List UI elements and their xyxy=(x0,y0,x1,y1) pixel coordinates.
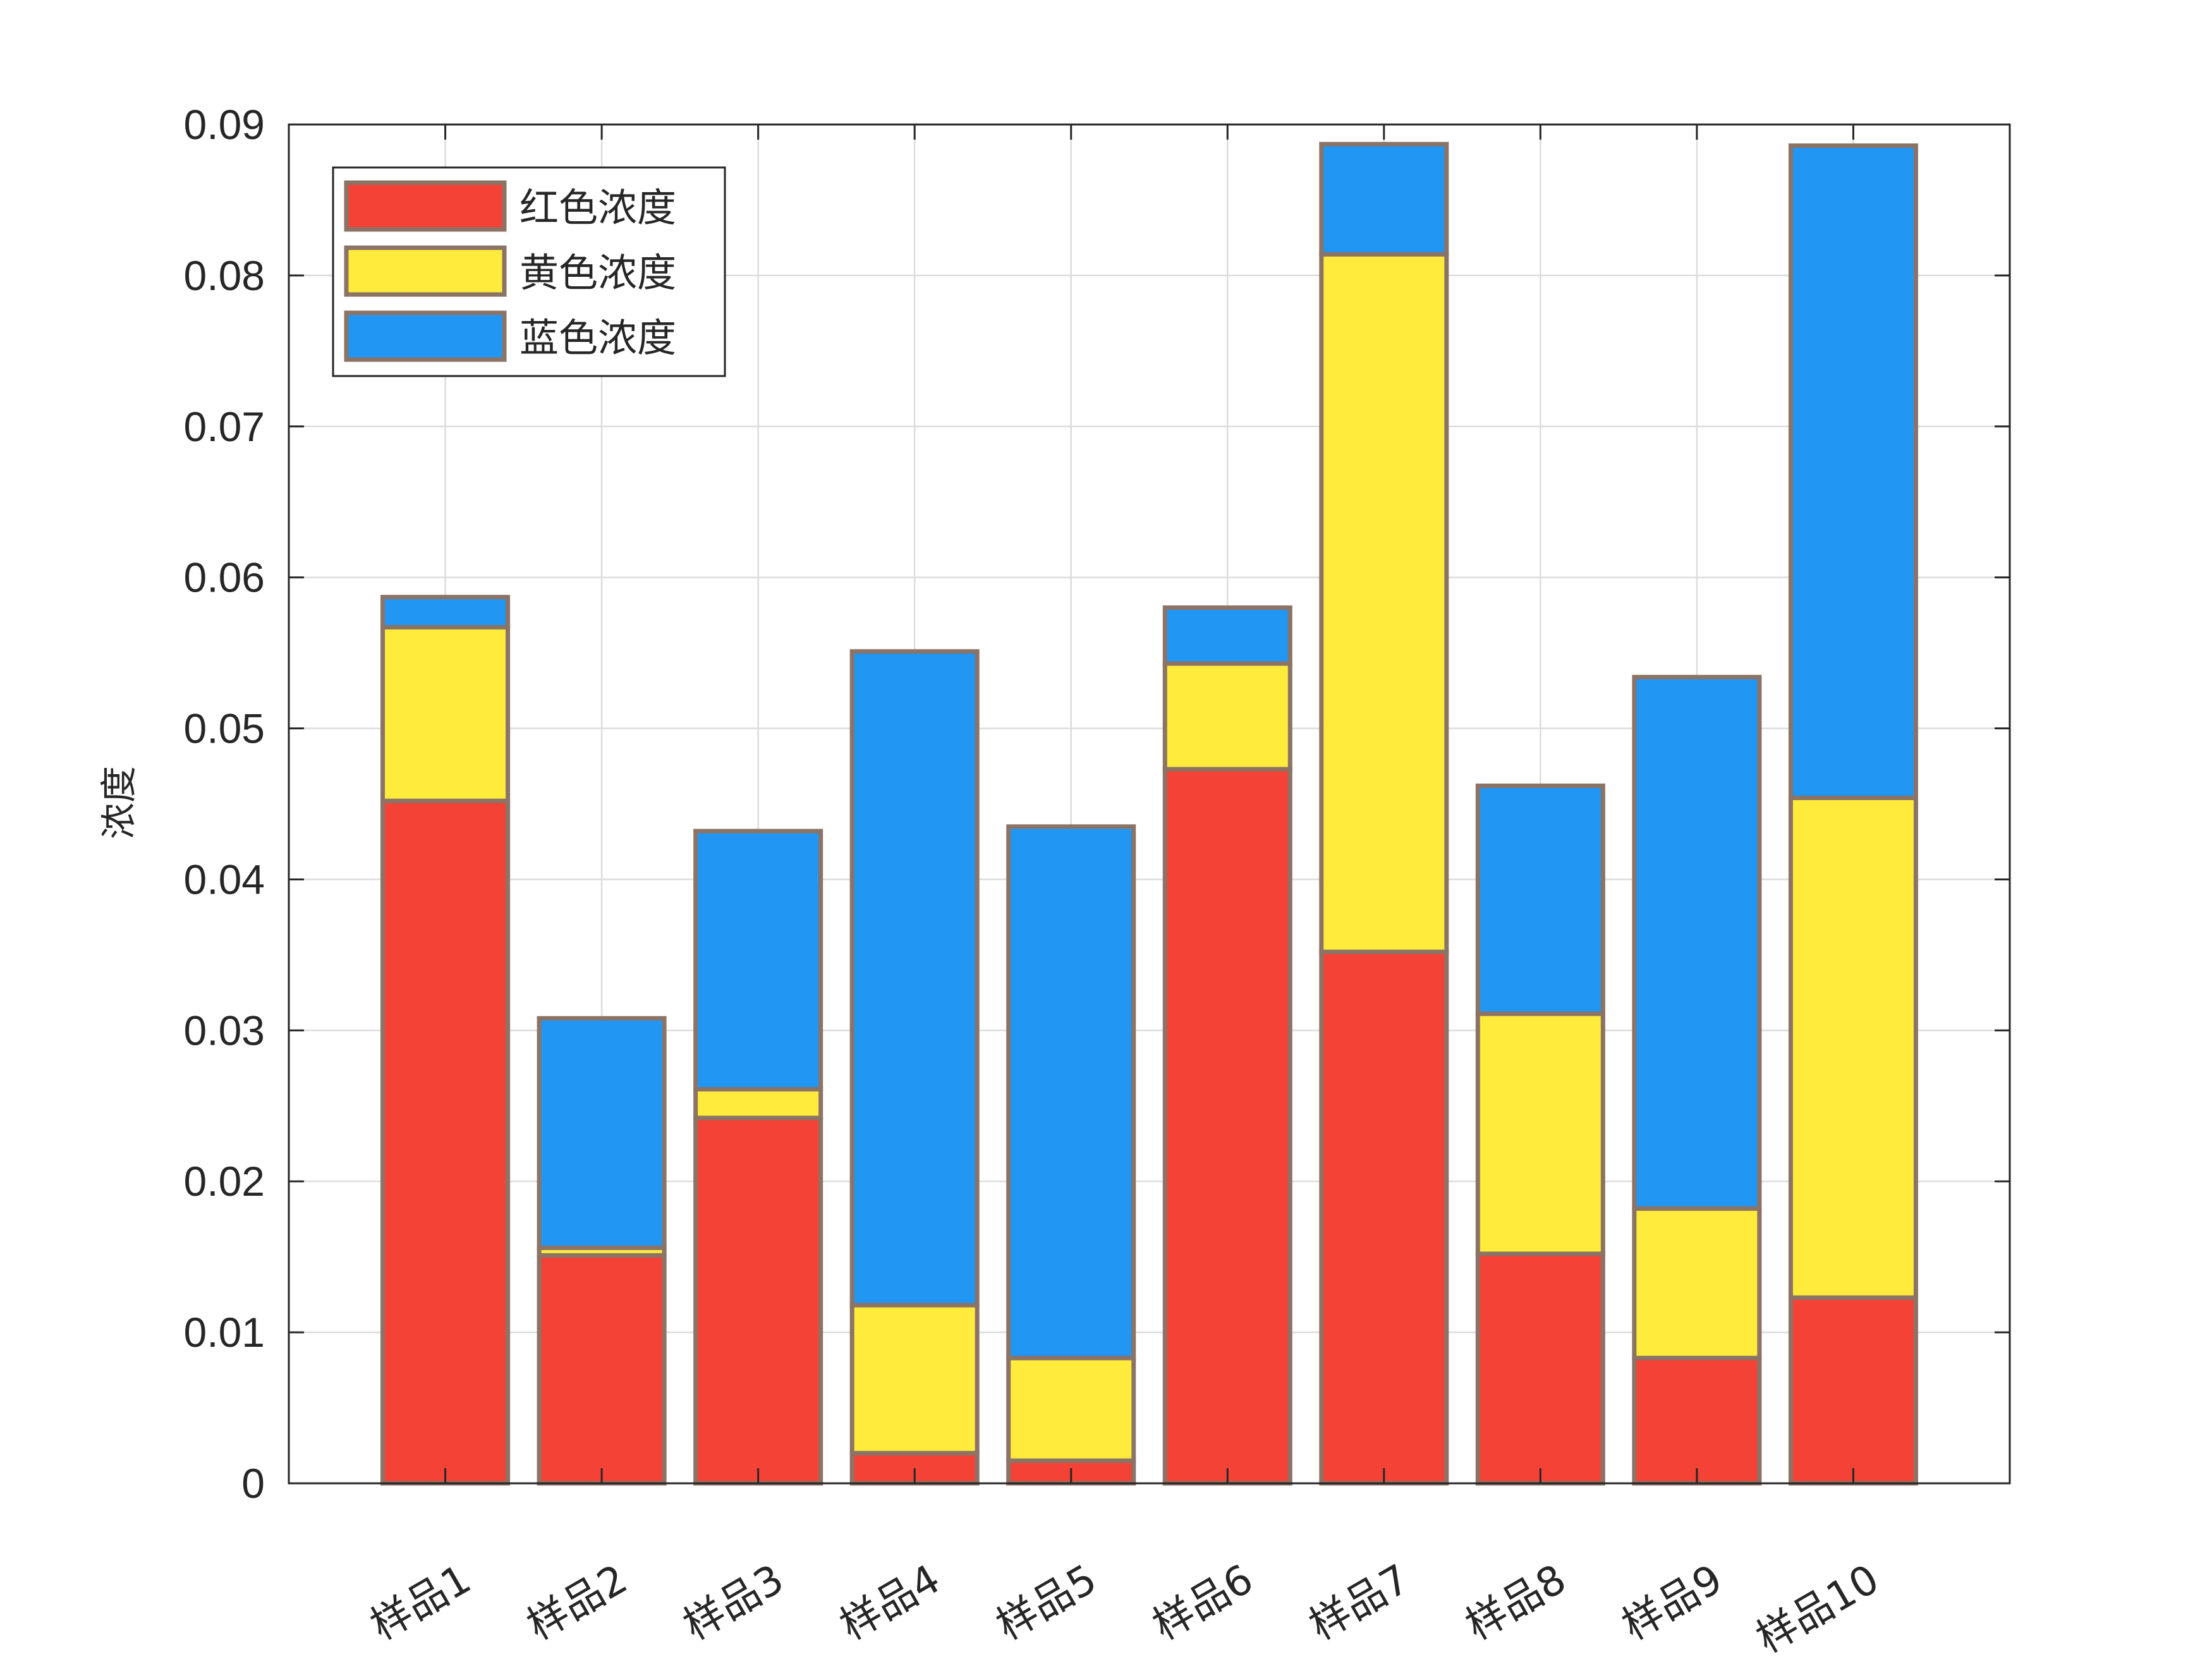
y-tick-label: 0.05 xyxy=(184,705,265,752)
legend: 红色浓度 黄色浓度 蓝色浓度 xyxy=(332,166,726,377)
bar-blue-segment xyxy=(849,649,980,1308)
bar-blue-segment xyxy=(1788,143,1918,800)
y-tick-label: 0 xyxy=(241,1460,265,1507)
bar-yellow-segment xyxy=(1319,252,1449,954)
bar-blue-segment xyxy=(1162,605,1292,666)
y-tick-label: 0.04 xyxy=(184,856,265,902)
axes-box xyxy=(288,123,2011,1485)
bar-blue-segment xyxy=(1632,674,1762,1211)
bar-red-segment xyxy=(1162,767,1292,1486)
bar-blue-segment xyxy=(693,829,823,1091)
bar-yellow-segment xyxy=(849,1303,980,1455)
bar-yellow-segment xyxy=(380,625,511,803)
bar-yellow-segment xyxy=(1632,1206,1762,1361)
y-tick-label: 0.08 xyxy=(184,252,265,299)
bar-yellow-segment xyxy=(1162,661,1292,772)
y-tick-label: 0.07 xyxy=(184,403,265,450)
bar-blue-segment xyxy=(537,1016,667,1250)
bar-blue-segment xyxy=(380,595,511,630)
bar-blue-segment xyxy=(1006,824,1136,1361)
bar-blue-segment xyxy=(1319,142,1449,257)
y-axis-label: 浓度 xyxy=(97,766,140,839)
y-tick-label: 0.01 xyxy=(184,1309,265,1356)
y-tick-labels: 0 0.01 0.02 0.03 0.04 0.05 0.06 0.07 0.08 0.09 xyxy=(184,101,265,1507)
legend-swatch-red xyxy=(344,180,507,232)
y-tick-label: 0.09 xyxy=(184,101,265,148)
bar-red-segment xyxy=(1788,1295,1918,1486)
legend-swatch-yellow xyxy=(344,245,507,297)
bar-red-segment xyxy=(1319,949,1449,1486)
bar-yellow-segment xyxy=(1788,795,1918,1300)
bar-red-segment xyxy=(1475,1251,1605,1486)
legend-label-blue: 蓝色浓度 xyxy=(520,315,676,361)
bar-yellow-segment xyxy=(693,1087,823,1121)
legend-label-red: 红色浓度 xyxy=(520,185,676,231)
bar-yellow-segment xyxy=(1006,1356,1136,1463)
bar-red-segment xyxy=(693,1115,823,1486)
bar-red-segment xyxy=(1632,1356,1762,1486)
bars xyxy=(380,142,1918,1486)
bar-blue-segment xyxy=(1475,783,1605,1016)
y-tick-label: 0.03 xyxy=(184,1007,265,1054)
legend-swatch-blue xyxy=(344,310,507,362)
bar-red-segment xyxy=(537,1253,667,1486)
bar-yellow-segment xyxy=(1475,1011,1605,1256)
legend-label-yellow: 黄色浓度 xyxy=(520,250,676,296)
y-tick-label: 0.02 xyxy=(184,1158,265,1205)
axis-ticks xyxy=(289,123,2010,1485)
y-tick-label: 0.06 xyxy=(184,554,265,601)
bar-red-segment xyxy=(380,798,511,1486)
